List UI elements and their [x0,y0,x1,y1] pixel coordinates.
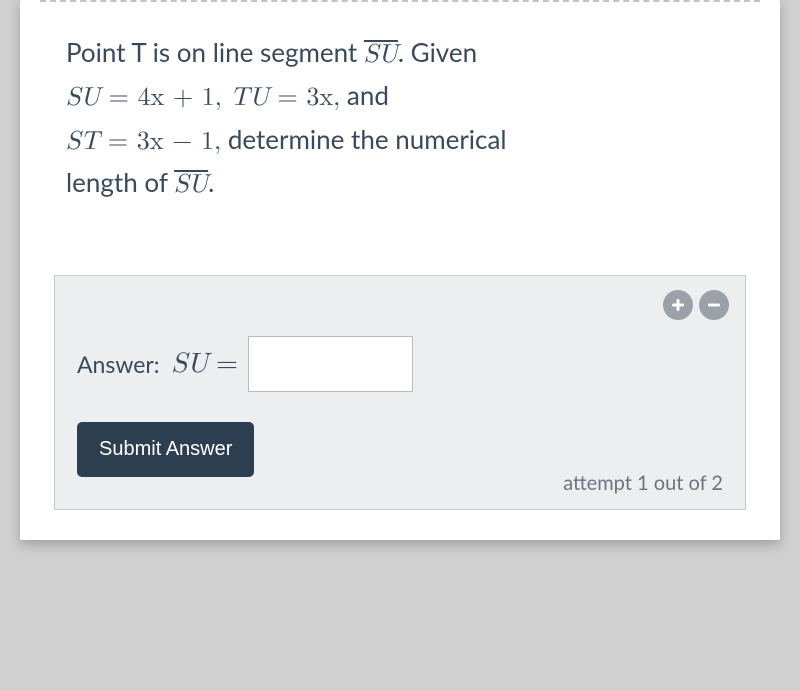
minus-icon [706,297,722,313]
submit-answer-button[interactable]: Submit Answer [77,422,254,477]
box-controls [663,290,729,320]
problem-card: Point T is on line segment SU. Given SU … [20,0,780,540]
eq-st: = 3x − 1, [99,129,221,155]
problem-text: Point T is on line segment SU. Given SU … [66,32,750,205]
answer-variable: SU [172,347,209,381]
equals-sign: = [216,347,238,381]
problem-line2-post: and [340,79,389,111]
segment-su-2: SU [174,172,208,198]
answer-input[interactable] [248,336,413,392]
var-tu: TU [231,85,269,111]
problem-line1-post: . Given [398,36,477,68]
segment-su: SU [364,42,398,68]
problem-line4-post: . [208,166,214,198]
eq-tu: = 3x, [269,85,340,111]
problem-line3-post: determine the numerical [221,123,506,155]
divider [40,0,760,2]
plus-icon [670,297,686,313]
answer-label: Answer: [77,350,160,378]
add-box-button[interactable] [663,290,693,320]
var-su: SU [66,85,100,111]
problem-line1-pre: Point T is on line segment [66,36,364,68]
answer-line: Answer: SU = [77,336,723,392]
remove-box-button[interactable] [699,290,729,320]
var-st: ST [66,129,99,155]
problem-line4-pre: length of [66,166,174,198]
eq-su: = 4x + 1, [100,85,231,111]
answer-panel: Answer: SU = Submit Answer attempt 1 out… [54,275,746,510]
